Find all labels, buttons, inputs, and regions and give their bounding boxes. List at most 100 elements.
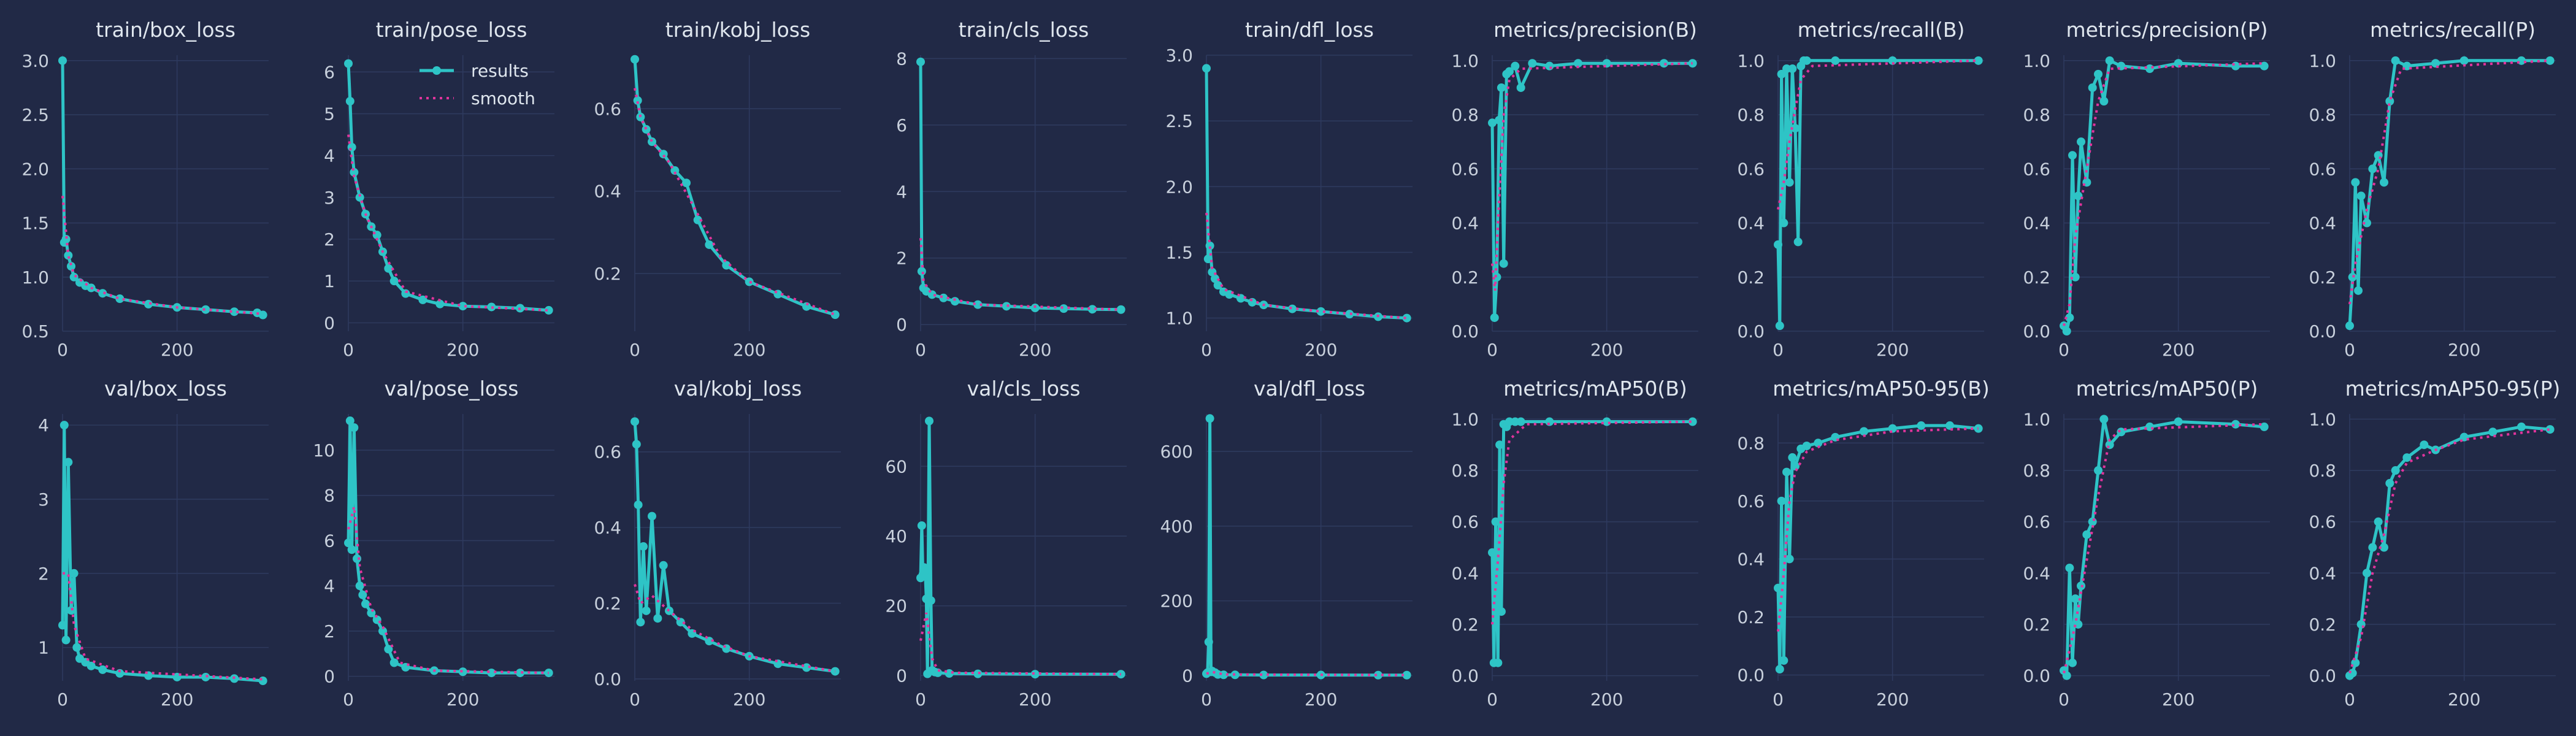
x-tick-label: 0 <box>629 689 640 710</box>
results-point <box>1202 64 1211 73</box>
panel-2: train/kobj_loss 0.2 0.4 0.6 0 200 <box>594 18 841 360</box>
y-tick-label: 0 <box>1182 665 1193 686</box>
y-tick-label: 4 <box>324 146 335 166</box>
panel-10: val/pose_loss 0 2 4 6 8 10 0 200 <box>313 377 554 710</box>
results-point <box>2071 594 2080 604</box>
results-point <box>98 665 107 674</box>
results-point <box>384 645 393 654</box>
panel-title: metrics/mAP50-95(P) <box>2345 377 2561 401</box>
results-point <box>1499 259 1508 268</box>
results-point <box>1775 665 1784 674</box>
panel-5: metrics/precision(B) 0.0 0.2 0.4 0.6 0.8 1.0 0 2… <box>1451 18 1698 360</box>
results-point <box>973 300 983 309</box>
results-point <box>1782 467 1791 477</box>
results-point <box>648 512 656 521</box>
results-point <box>951 297 959 306</box>
x-tick-label: 0 <box>57 689 68 710</box>
results-point <box>435 299 445 309</box>
y-tick-label: 1.0 <box>2309 51 2336 71</box>
results-point <box>2345 321 2354 331</box>
results-point <box>634 500 643 510</box>
results-point <box>458 302 467 311</box>
x-tick-label: 0 <box>915 340 926 360</box>
results-point <box>1497 607 1506 616</box>
results-point <box>61 635 71 645</box>
panel-14: metrics/mAP50(B) 0.0 0.2 0.4 0.6 0.8 1.0 0 200 <box>1451 377 1698 710</box>
results-point <box>350 423 359 432</box>
results-point <box>1777 496 1786 505</box>
results-point <box>1545 61 1554 71</box>
panel-17: metrics/mAP50-95(P) 0.0 0.2 0.4 0.6 0.8 1.0 0 20… <box>2309 377 2560 710</box>
results-point <box>2402 453 2412 462</box>
panel-title: train/box_loss <box>96 18 236 42</box>
results-point <box>1888 56 1897 65</box>
results-point <box>773 659 783 669</box>
results-point <box>2431 59 2440 68</box>
results-point <box>2368 164 2377 174</box>
x-tick-label: 200 <box>447 689 479 710</box>
results-point <box>973 669 983 678</box>
x-tick-label: 0 <box>915 689 926 710</box>
results-point <box>2380 543 2388 552</box>
legend-smooth-label: smooth <box>471 88 535 109</box>
results-point <box>353 554 361 563</box>
smooth-line <box>347 134 549 312</box>
y-tick-label: 1.0 <box>2309 409 2336 429</box>
y-tick-label: 10 <box>313 440 335 461</box>
results-point <box>2174 417 2183 426</box>
results-point <box>2348 669 2357 678</box>
y-tick-label: 0.8 <box>1737 105 1765 125</box>
results-point <box>1602 417 1611 426</box>
results-line <box>2062 417 2264 678</box>
smooth-line <box>1491 420 1693 625</box>
results-point <box>98 289 107 298</box>
y-tick-label: 0.0 <box>2023 321 2050 342</box>
panel-16: metrics/mAP50(P) 0.0 0.2 0.4 0.6 0.8 1.0 0 200 <box>2023 377 2270 710</box>
results-point <box>1402 313 1411 323</box>
results-point <box>682 178 691 188</box>
x-tick-label: 200 <box>1590 340 1623 360</box>
panel-title: metrics/precision(B) <box>1493 18 1697 42</box>
y-tick-label: 0 <box>324 313 335 333</box>
results-point <box>2094 69 2103 79</box>
y-tick-label: 0.2 <box>2023 267 2050 288</box>
y-tick-label: 0.4 <box>2309 563 2336 583</box>
results-line <box>2348 425 2550 677</box>
results-point <box>1488 548 1497 557</box>
results-point <box>917 521 926 530</box>
results-point <box>86 661 96 670</box>
results-point <box>345 416 355 426</box>
y-tick-label: 20 <box>885 596 907 616</box>
results-point <box>1495 115 1504 125</box>
results-point <box>633 96 642 105</box>
y-tick-label: 0.0 <box>1451 321 1479 342</box>
results-point <box>115 669 125 678</box>
y-tick-label: 0.8 <box>1451 461 1479 481</box>
results-point <box>1785 554 1794 564</box>
results-point <box>2088 517 2097 526</box>
y-tick-label: 600 <box>1160 442 1193 462</box>
y-tick-label: 0.0 <box>2023 666 2050 686</box>
results-point <box>418 295 427 304</box>
smooth-line <box>1206 670 1407 677</box>
legend-results-label: results <box>471 61 529 81</box>
results-point <box>2374 517 2383 526</box>
x-tick-label: 0 <box>343 689 354 710</box>
panel-title: train/kobj_loss <box>665 18 810 42</box>
smooth-line <box>634 88 836 316</box>
results-point <box>1814 439 1823 448</box>
x-tick-label: 200 <box>1019 340 1051 360</box>
results-point <box>258 677 267 685</box>
y-tick-label: 0.2 <box>2023 615 2050 635</box>
results-line <box>1205 68 1407 320</box>
y-tick-label: 200 <box>1160 591 1193 611</box>
results-point <box>2099 415 2109 424</box>
y-tick-label: 0.6 <box>2309 512 2336 532</box>
panel-13: val/dfl_loss 0 200 400 600 0 200 <box>1160 377 1413 710</box>
x-tick-label: 200 <box>2162 689 2195 710</box>
results-point <box>258 310 267 320</box>
y-tick-label: 0.4 <box>1737 213 1765 234</box>
results-point <box>358 590 367 599</box>
y-tick-label: 3 <box>38 489 49 510</box>
